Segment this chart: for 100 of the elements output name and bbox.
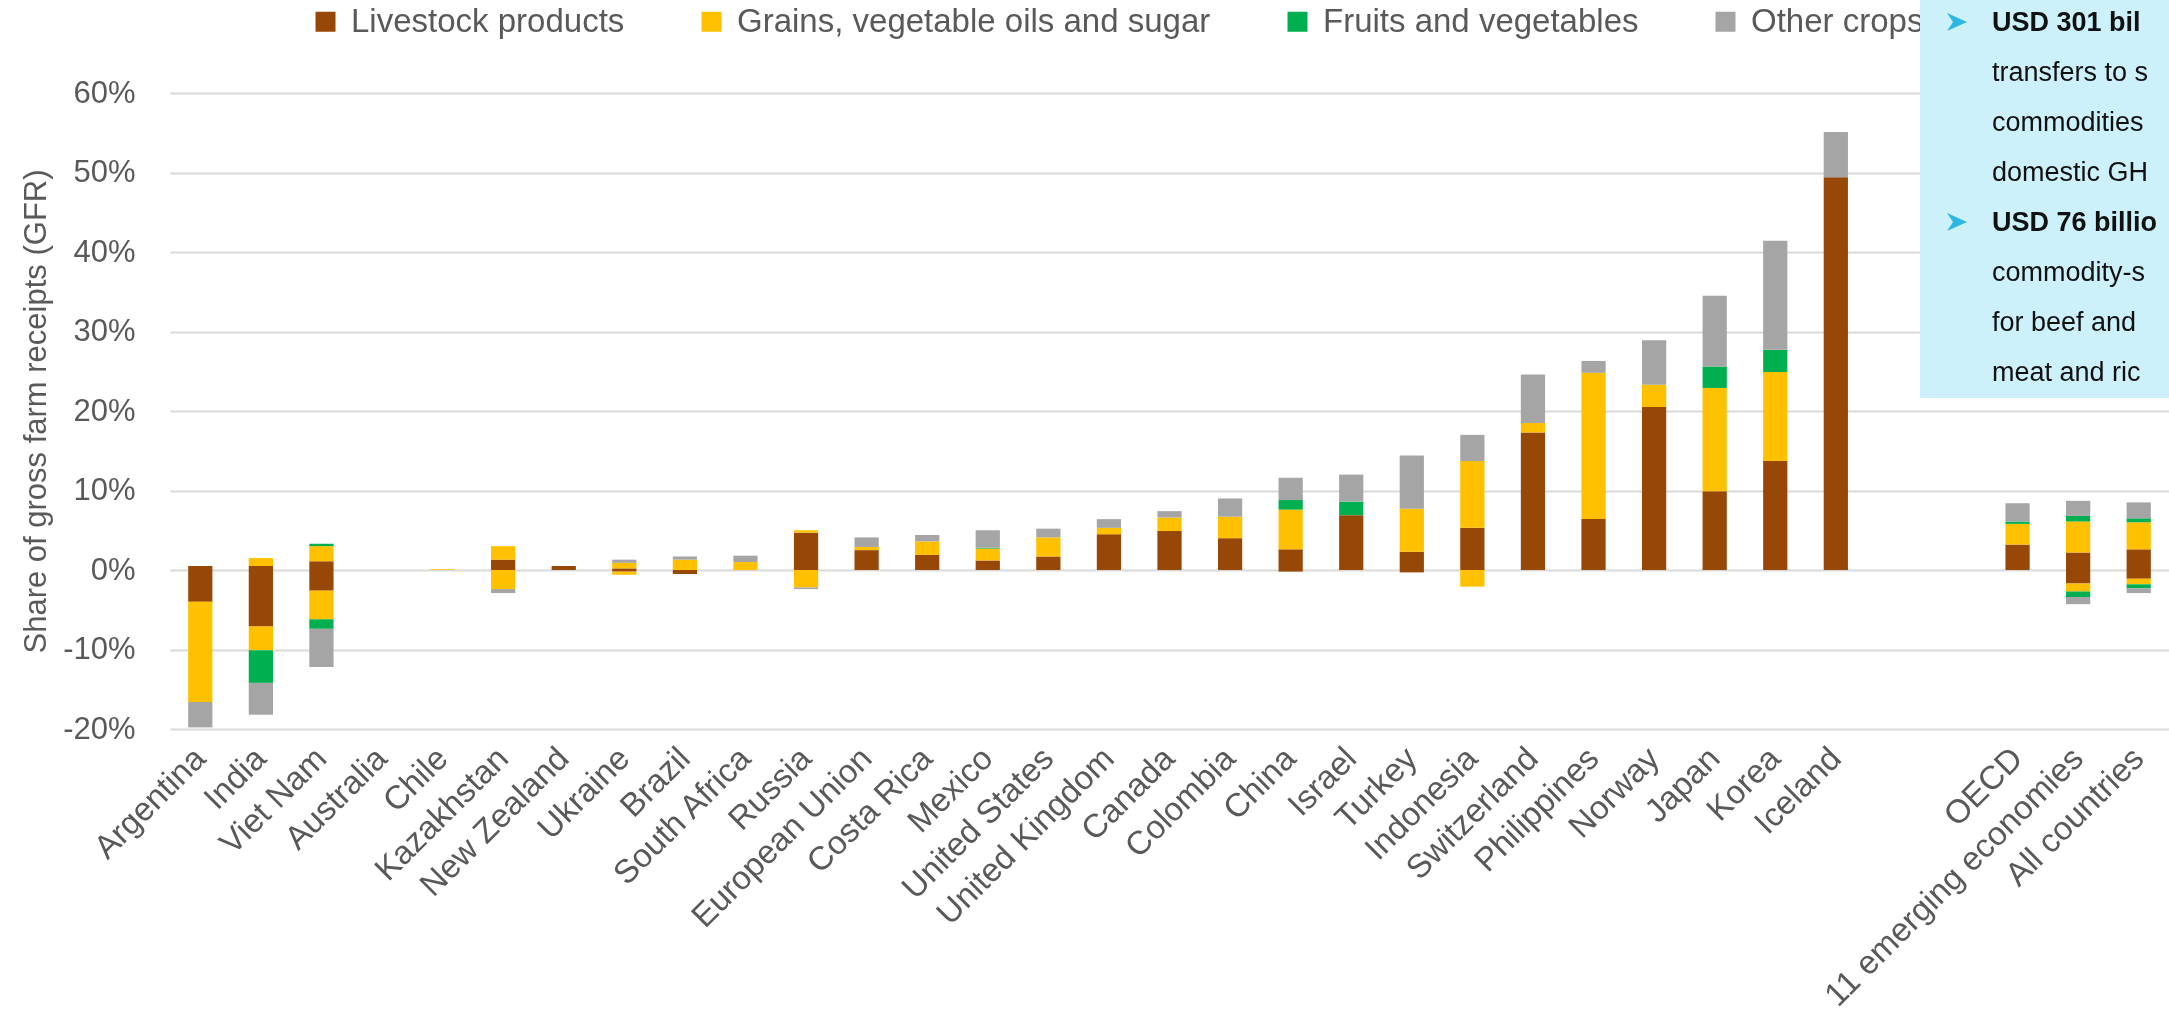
bar <box>1702 366 1727 388</box>
bar <box>1763 372 1788 462</box>
annotation: commodity-s <box>1992 256 2146 289</box>
bar <box>1581 519 1606 570</box>
y-tick-label: 40% <box>73 233 136 269</box>
bar <box>1763 240 1788 350</box>
bar <box>1096 534 1122 570</box>
bar <box>612 559 637 563</box>
bar <box>1641 407 1667 570</box>
bar <box>2005 523 2030 545</box>
bar <box>672 559 698 570</box>
legend-label: Livestock products <box>351 1 625 39</box>
text: USD 301 bil <box>1992 6 2141 39</box>
bar <box>309 628 334 667</box>
bar <box>1399 455 1424 509</box>
bar <box>1520 374 1546 423</box>
bar <box>1823 131 1848 178</box>
bar <box>1520 432 1546 570</box>
bar <box>915 541 940 555</box>
bar <box>1460 434 1485 462</box>
bar <box>854 537 879 547</box>
bar <box>672 556 698 560</box>
bar <box>1641 340 1667 385</box>
bar <box>1702 491 1727 570</box>
y-tick-label: 20% <box>73 392 136 428</box>
y-tick-label: -20% <box>63 710 136 746</box>
bar <box>1157 531 1182 570</box>
y-tick-label: 30% <box>73 313 136 348</box>
bar <box>1339 501 1364 516</box>
bar <box>491 570 516 590</box>
bar <box>1763 461 1788 570</box>
y-axis-title: Share of gross farm receipts (GFR) <box>18 169 54 654</box>
bar <box>188 570 213 602</box>
bar <box>1460 570 1485 587</box>
bar <box>1520 422 1546 433</box>
bar <box>551 566 576 570</box>
bar <box>1399 508 1424 552</box>
bar <box>1823 177 1848 570</box>
bar <box>1096 527 1122 535</box>
bar <box>1278 477 1303 501</box>
bar <box>793 532 819 570</box>
bar <box>1763 349 1788 373</box>
bar <box>1581 360 1606 373</box>
legend-label: Other crops <box>1751 1 1924 39</box>
bar <box>975 530 1000 548</box>
bar <box>854 546 879 551</box>
bar <box>1278 500 1303 510</box>
bar <box>1460 527 1485 570</box>
y-tick-label: 10% <box>73 472 136 507</box>
bar <box>1217 498 1243 517</box>
bar <box>1157 517 1182 532</box>
bar <box>1641 384 1667 408</box>
bar <box>975 548 1000 561</box>
bar <box>2126 588 2151 594</box>
bar <box>915 535 940 542</box>
bar <box>248 650 273 683</box>
bar <box>1399 551 1424 570</box>
bar <box>2005 503 2030 522</box>
annotation: commodities <box>1992 106 2144 139</box>
bar <box>309 546 334 562</box>
bar <box>1339 474 1364 502</box>
bar <box>2126 584 2151 589</box>
y-tick-label: 0% <box>90 551 136 587</box>
bar <box>733 562 758 570</box>
bar <box>248 570 273 627</box>
bar <box>1581 372 1606 520</box>
bar <box>793 530 819 533</box>
bar <box>1702 387 1727 492</box>
bar <box>248 626 273 651</box>
bar <box>2126 518 2151 523</box>
bar <box>2126 502 2151 519</box>
bar <box>854 550 879 570</box>
bar <box>248 682 273 715</box>
bar <box>1278 509 1303 550</box>
bar <box>672 570 698 574</box>
bar <box>1096 519 1122 528</box>
bar <box>491 559 516 570</box>
bar <box>1036 556 1061 570</box>
annotation: domestic GH <box>1992 156 2149 189</box>
bar <box>1036 528 1061 538</box>
bar <box>2066 597 2091 605</box>
bar <box>2066 521 2091 553</box>
bar <box>491 589 516 594</box>
y-tick-label: 50% <box>73 154 136 189</box>
bar <box>1339 515 1364 570</box>
bar <box>1036 537 1061 557</box>
annotation: for beef and <box>1992 306 2137 339</box>
bar <box>188 601 213 702</box>
bar <box>915 554 940 570</box>
bar <box>248 558 273 567</box>
bar <box>1460 461 1485 528</box>
legend-label: Fruits and vegetables <box>1323 1 1639 39</box>
y-tick-label: -10% <box>63 631 136 666</box>
y-tick-label: 60% <box>73 74 136 110</box>
bar <box>2066 591 2091 598</box>
bar <box>2066 500 2091 516</box>
bar <box>309 590 334 620</box>
bar <box>309 619 334 629</box>
bar <box>733 555 758 563</box>
bar <box>975 560 1000 570</box>
